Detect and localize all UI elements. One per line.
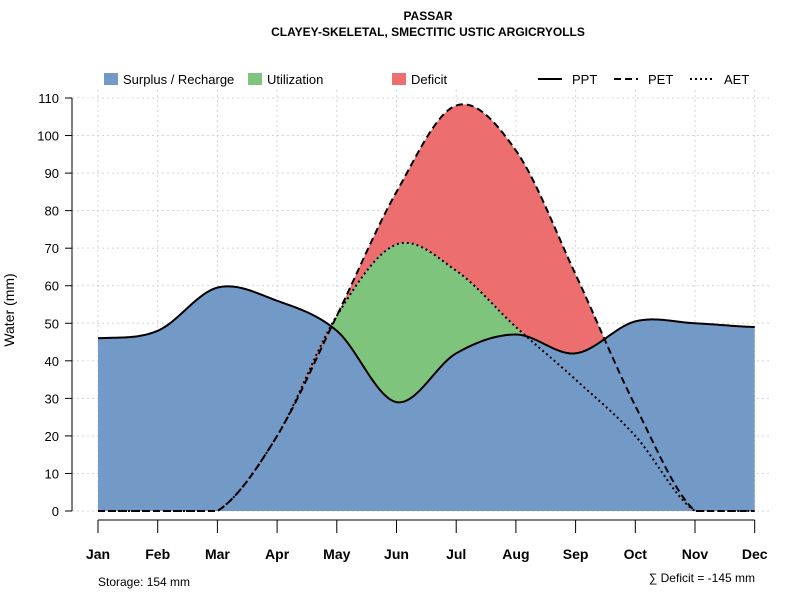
legend-label: PET	[648, 72, 673, 87]
x-tick-label-apr: Apr	[265, 546, 290, 562]
y-tick-label: 20	[45, 429, 59, 444]
legend-swatch-surplus-recharge	[104, 73, 118, 85]
y-tick-label: 70	[45, 241, 59, 256]
legend-label: AET	[724, 72, 749, 87]
series-lines	[97, 103, 755, 512]
legend-swatch-utilization	[248, 73, 262, 85]
deficit-area	[98, 104, 755, 511]
x-tick-label-may: May	[323, 546, 350, 562]
y-tick-label: 40	[45, 354, 59, 369]
chart-subtitle: CLAYEY-SKELETAL, SMECTITIC USTIC ARGICRY…	[271, 25, 585, 39]
surplus-recharge-area	[98, 286, 755, 511]
x-tick-label-oct: Oct	[624, 546, 648, 562]
areas	[98, 104, 755, 511]
y-tick-label: 50	[45, 316, 59, 331]
y-tick-label: 10	[45, 466, 59, 481]
ppt-line	[97, 285, 755, 404]
y-tick-label: 110	[38, 91, 59, 106]
y-tick-label: 0	[52, 504, 59, 519]
x-tick-label-mar: Mar	[205, 546, 230, 562]
utilization-area	[98, 242, 755, 511]
y-axis-label: Water (mm)	[1, 273, 17, 346]
x-tick-label-sep: Sep	[563, 546, 589, 562]
x-tick-label-nov: Nov	[682, 546, 709, 562]
legend-label: Utilization	[267, 72, 323, 87]
y-tick-label: 80	[45, 204, 59, 219]
y-tick-label: 60	[45, 279, 59, 294]
deficit-label: ∑ Deficit = -145 mm	[649, 571, 755, 585]
legend: Surplus / Recharge Utilization Deficit PPT P…	[104, 72, 749, 87]
axes: 0 10 20 30 40 50 60 70 80 90 100 110 Jan Feb Mar Apr May…	[37, 91, 767, 562]
x-tick-label-jun: Jun	[384, 546, 409, 562]
chart-title: PASSAR	[403, 9, 452, 23]
legend-label: Deficit	[411, 72, 448, 87]
legend-label: PPT	[572, 72, 597, 87]
x-tick-label-dec: Dec	[742, 546, 768, 562]
y-tick-label: 30	[45, 391, 59, 406]
legend-label: Surplus / Recharge	[123, 72, 234, 87]
y-tick-label: 100	[37, 129, 59, 144]
x-tick-label-jul: Jul	[446, 546, 466, 562]
aet-line	[98, 241, 755, 512]
x-tick-label-aug: Aug	[502, 546, 529, 562]
legend-swatch-deficit	[392, 73, 406, 85]
y-tick-label: 90	[45, 166, 59, 181]
x-tick-label-jan: Jan	[86, 546, 110, 562]
x-tick-label-feb: Feb	[145, 546, 170, 562]
storage-label: Storage: 154 mm	[98, 575, 190, 589]
